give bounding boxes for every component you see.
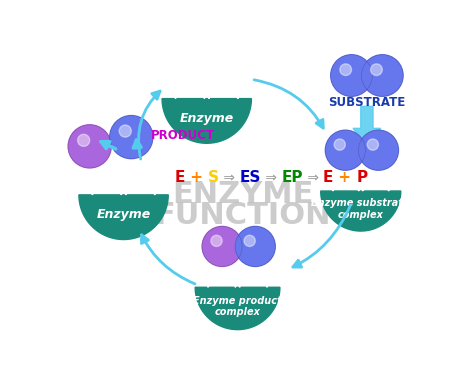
Polygon shape: [79, 195, 168, 240]
Text: E: E: [174, 171, 185, 185]
Circle shape: [334, 139, 346, 150]
Text: ⇒: ⇒: [302, 171, 323, 185]
Text: Enzyme: Enzyme: [96, 208, 151, 221]
Text: +: +: [333, 171, 356, 185]
Polygon shape: [162, 99, 251, 143]
Polygon shape: [235, 245, 267, 287]
Text: P: P: [356, 171, 368, 185]
Polygon shape: [175, 54, 210, 99]
Polygon shape: [333, 151, 363, 191]
Circle shape: [244, 235, 255, 246]
Circle shape: [235, 226, 275, 266]
FancyArrowPatch shape: [101, 142, 116, 149]
Circle shape: [331, 55, 372, 96]
Text: S: S: [208, 171, 219, 185]
FancyArrowPatch shape: [293, 205, 350, 267]
Text: ES: ES: [239, 171, 261, 185]
Circle shape: [119, 125, 131, 137]
Polygon shape: [195, 287, 280, 330]
FancyArrowPatch shape: [141, 235, 195, 284]
Circle shape: [367, 139, 378, 150]
Text: ⇒: ⇒: [261, 171, 281, 185]
Circle shape: [211, 235, 222, 246]
Text: EP: EP: [281, 171, 302, 185]
Polygon shape: [204, 54, 238, 99]
Text: E: E: [323, 171, 333, 185]
Polygon shape: [358, 151, 389, 191]
Circle shape: [78, 134, 90, 146]
Text: Enzyme: Enzyme: [180, 112, 234, 125]
Circle shape: [340, 64, 352, 75]
Text: Enzyme substrate
complex: Enzyme substrate complex: [311, 198, 410, 220]
Text: SUBSTRATE: SUBSTRATE: [328, 96, 406, 109]
Text: +: +: [185, 171, 208, 185]
FancyArrowPatch shape: [138, 91, 160, 159]
Text: ⇒: ⇒: [219, 171, 239, 185]
Circle shape: [325, 130, 365, 170]
Circle shape: [362, 55, 403, 96]
Circle shape: [371, 64, 383, 75]
Circle shape: [202, 226, 242, 266]
Polygon shape: [353, 106, 381, 146]
Polygon shape: [121, 150, 155, 195]
Text: ENZYME: ENZYME: [172, 180, 314, 209]
FancyArrowPatch shape: [254, 80, 323, 128]
Polygon shape: [208, 245, 240, 287]
Text: Enzyme product
complex: Enzyme product complex: [193, 296, 282, 317]
Text: PRODUCT: PRODUCT: [151, 129, 215, 142]
Circle shape: [109, 116, 153, 159]
Circle shape: [68, 125, 111, 168]
FancyArrowPatch shape: [133, 140, 141, 148]
Circle shape: [358, 130, 399, 170]
Polygon shape: [321, 191, 401, 231]
Text: FUNCTION: FUNCTION: [155, 201, 331, 230]
Polygon shape: [92, 150, 126, 195]
